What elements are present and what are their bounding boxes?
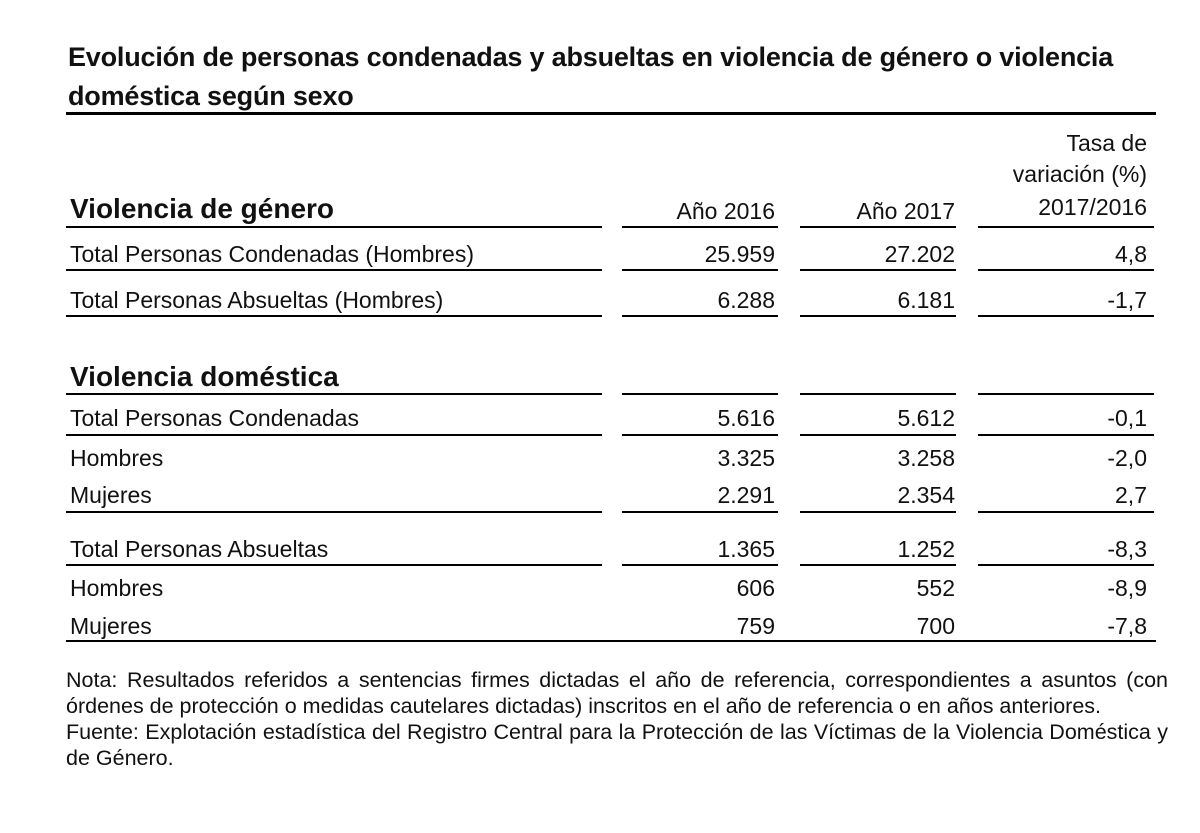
rule: [978, 393, 1154, 395]
value-2016: 759: [736, 613, 775, 639]
rule: [66, 393, 602, 395]
rule: [66, 269, 602, 271]
header-2017: Año 2017: [856, 198, 955, 224]
header-rate-line1: Tasa de: [1066, 130, 1147, 156]
value-2016: 2.291: [717, 482, 775, 508]
rule: [622, 434, 778, 436]
table-bottom-rule: [66, 640, 1156, 642]
value-2017: 27.202: [884, 241, 955, 267]
note-text: Nota: Resultados referidos a sentencias …: [66, 668, 1168, 718]
value-rate: -8,3: [1107, 536, 1147, 562]
value-2016: 3.325: [717, 445, 775, 471]
rule: [800, 269, 956, 271]
rule: [800, 315, 956, 317]
rule: [622, 226, 778, 228]
row-label: Total Personas Condenadas: [70, 405, 359, 431]
header-2016: Año 2016: [676, 198, 775, 224]
value-rate: -0,1: [1107, 405, 1147, 431]
value-2017: 2.354: [897, 482, 955, 508]
rule: [978, 226, 1154, 228]
value-2017: 700: [916, 613, 955, 639]
rule: [978, 315, 1154, 317]
row-label: Hombres: [70, 445, 164, 471]
value-2017: 5.612: [897, 405, 955, 431]
value-rate: -7,8: [1107, 613, 1147, 639]
row-label: Total Personas Absueltas: [70, 536, 329, 562]
rule: [800, 511, 956, 513]
header-rate-line2: variación (%): [1012, 161, 1147, 187]
value-2017: 1.252: [897, 536, 955, 562]
rule: [800, 393, 956, 395]
rule: [622, 564, 778, 566]
rule: [978, 269, 1154, 271]
value-rate: -1,7: [1107, 287, 1147, 313]
rule: [978, 511, 1154, 513]
row-label: Mujeres: [70, 482, 152, 508]
value-2017: 3.258: [897, 445, 955, 471]
rule: [622, 269, 778, 271]
row-label: Hombres: [70, 575, 164, 601]
value-rate: -8,9: [1107, 575, 1147, 601]
value-2016: 6.288: [717, 287, 775, 313]
title-rule: [66, 112, 1156, 115]
rule: [66, 226, 602, 228]
rule: [800, 226, 956, 228]
value-2017: 552: [916, 575, 955, 601]
row-label: Total Personas Absueltas (Hombres): [70, 287, 444, 313]
rule: [66, 511, 602, 513]
value-2016: 1.365: [717, 536, 775, 562]
rule: [622, 393, 778, 395]
value-rate: -2,0: [1107, 445, 1147, 471]
source-text: Fuente: Explotación estadística del Regi…: [66, 720, 1168, 770]
footnotes: Nota: Resultados referidos a sentencias …: [66, 667, 1168, 771]
rule: [66, 315, 602, 317]
value-2016: 5.616: [717, 405, 775, 431]
rule: [66, 434, 602, 436]
value-2017: 6.181: [897, 287, 955, 313]
rule: [622, 315, 778, 317]
header-rate-line3: 2017/2016: [1038, 194, 1147, 220]
section-title-genero: Violencia de género: [70, 193, 335, 224]
rule: [800, 564, 956, 566]
row-label: Mujeres: [70, 613, 152, 639]
rule: [978, 434, 1154, 436]
rule: [66, 564, 602, 566]
value-rate: 4,8: [1115, 241, 1147, 267]
row-label: Total Personas Condenadas (Hombres): [70, 241, 474, 267]
value-2016: 606: [736, 575, 775, 601]
rule: [978, 564, 1154, 566]
section-title-domestica: Violencia doméstica: [70, 361, 339, 392]
rule: [622, 511, 778, 513]
value-rate: 2,7: [1115, 482, 1147, 508]
value-2016: 25.959: [704, 241, 775, 267]
rule: [800, 434, 956, 436]
table-title: Evolución de personas condenadas y absue…: [68, 42, 1114, 111]
